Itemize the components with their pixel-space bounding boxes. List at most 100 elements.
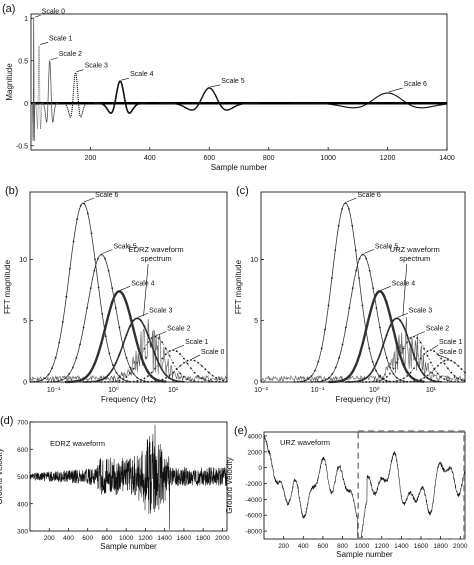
spectrum-marker xyxy=(71,380,74,383)
spectrum-marker xyxy=(443,359,446,362)
spectrum-marker xyxy=(361,378,364,381)
spectrum-marker xyxy=(197,361,200,364)
spectrum-marker xyxy=(172,349,175,352)
spectrum-marker xyxy=(419,357,422,360)
spectrum-marker xyxy=(168,350,171,353)
x-tick-label: 2000 xyxy=(215,535,230,542)
spectrum-marker xyxy=(215,376,218,379)
series-label: Scale 6 xyxy=(95,192,118,199)
y-tick-label: 600 xyxy=(17,447,28,454)
spectrum-marker xyxy=(125,357,128,359)
spectrum-marker xyxy=(132,328,135,331)
spectrum-marker xyxy=(150,371,153,374)
spectrum-marker xyxy=(129,372,131,375)
spectrum-marker xyxy=(341,379,344,382)
spectrum-marker xyxy=(385,380,388,383)
spectrum-marker xyxy=(392,319,395,322)
spectrum-marker xyxy=(64,381,67,383)
spectrum-marker xyxy=(29,380,32,383)
spectrum-marker xyxy=(93,380,96,383)
spectrum-marker xyxy=(139,319,142,322)
spectrum-marker xyxy=(395,342,398,345)
y-axis-label: FFT magnitude xyxy=(234,259,243,314)
label-pointer xyxy=(76,69,84,72)
spectrum-marker xyxy=(114,362,117,365)
spectrum-marker xyxy=(225,380,228,383)
spectrum-marker xyxy=(406,375,409,377)
spectrum-marker xyxy=(36,380,39,383)
spectrum-marker xyxy=(161,341,164,344)
spectrum-marker xyxy=(46,381,49,383)
spectrum-marker xyxy=(200,380,203,383)
y-axis-label: Ground Velocity xyxy=(0,448,4,504)
spectrum-marker xyxy=(157,337,160,340)
spectrum-marker xyxy=(361,304,364,307)
spectrum-marker xyxy=(436,372,439,375)
spectrum-marker xyxy=(409,337,412,340)
spectrum-marker xyxy=(413,367,415,370)
annotation-line-1: URZ waveform xyxy=(390,245,440,254)
waveform-label-e: URZ waveform xyxy=(280,438,330,447)
spectrum-marker xyxy=(402,377,405,380)
spectrum-marker xyxy=(72,240,75,243)
spectrum-marker xyxy=(208,371,210,374)
x-tick-label: 10⁻² xyxy=(254,387,268,394)
spectrum-marker xyxy=(399,319,402,322)
spectrum-marker xyxy=(355,380,357,383)
spectrum-marker xyxy=(375,362,378,365)
spectrum-marker xyxy=(143,325,146,328)
y-tick-label: 0 xyxy=(23,380,27,387)
y-tick-label: -6000 xyxy=(245,513,262,520)
spectrum-marker xyxy=(175,350,178,353)
spectrum-marker xyxy=(385,357,388,359)
waveform-line-d xyxy=(29,424,228,530)
spectrum-marker xyxy=(330,277,333,280)
x-tick-label: 800 xyxy=(102,535,113,542)
spectrum-marker xyxy=(392,373,395,375)
annotation-line-2: spectrum xyxy=(399,254,430,263)
spectrum-marker xyxy=(416,337,419,340)
spectrum-marker xyxy=(358,257,361,260)
spectrum-marker xyxy=(107,380,110,383)
spectrum-marker xyxy=(426,374,429,377)
spectrum-line-scale-1 xyxy=(119,349,220,383)
spectrum-marker xyxy=(371,360,374,363)
series-label: Scale 3 xyxy=(85,63,108,70)
x-tick-label: 1200 xyxy=(138,535,153,542)
spectrum-marker xyxy=(389,366,391,369)
label-pointer xyxy=(39,42,49,45)
label-pointer xyxy=(346,197,357,203)
spectrum-marker xyxy=(215,380,217,383)
spectrum-marker xyxy=(385,334,388,336)
spectrum-marker xyxy=(40,379,43,382)
spectrum-marker xyxy=(440,357,442,360)
spectrum-marker xyxy=(118,353,121,356)
series-label: Scale 0 xyxy=(42,8,65,15)
y-tick-label: 5 xyxy=(23,318,27,325)
spectrum-marker xyxy=(193,371,196,374)
y-tick-label: 700 xyxy=(17,420,28,427)
series-label: Scale 2 xyxy=(426,326,449,333)
spectrum-marker xyxy=(197,380,200,383)
spectrum-marker xyxy=(406,370,408,373)
spectrum-marker xyxy=(351,370,354,373)
spectrum-marker xyxy=(71,366,74,369)
x-axis-label: Sample number xyxy=(336,550,393,559)
wavelet-line-scale-1 xyxy=(34,45,44,130)
spectrum-marker xyxy=(57,380,60,382)
spectrum-marker xyxy=(372,380,374,383)
spectrum-marker xyxy=(409,380,412,383)
spectrum-marker xyxy=(440,361,443,364)
spectrum-marker xyxy=(94,258,96,261)
spectrum-marker xyxy=(293,381,296,383)
spectrum-marker xyxy=(344,378,347,380)
spectrum-marker xyxy=(382,378,385,381)
x-tick-label: 400 xyxy=(298,543,309,550)
spectrum-marker xyxy=(112,364,114,367)
spectrum-marker xyxy=(358,380,361,382)
spectrum-marker xyxy=(157,362,160,365)
spectrum-marker xyxy=(436,380,439,383)
spectrum-marker xyxy=(399,381,402,383)
spectrum-marker xyxy=(165,353,167,356)
spectrum-marker xyxy=(104,257,106,260)
